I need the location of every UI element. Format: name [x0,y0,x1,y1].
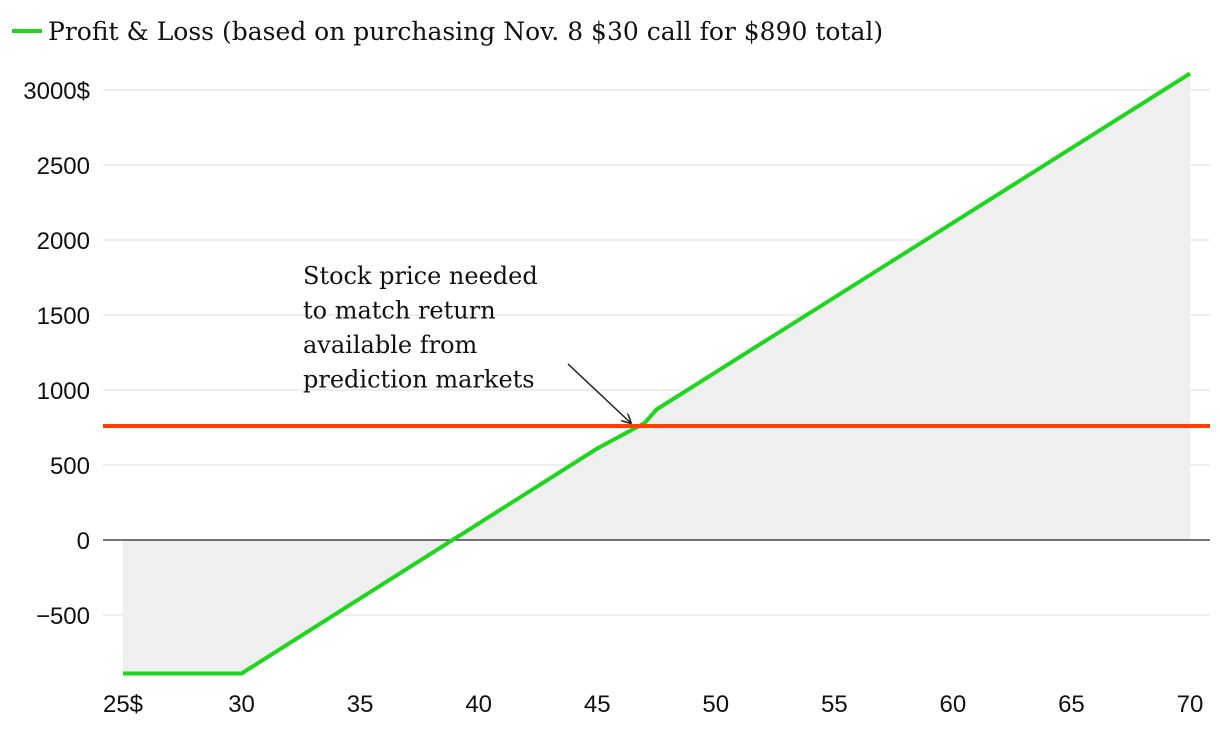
legend: Profit & Loss (based on purchasing Nov. … [12,17,883,46]
series [123,71,1192,676]
y-tick-label: 3000$ [23,78,90,105]
y-tick-label: −500 [36,603,90,630]
x-tick-label: 40 [465,691,492,718]
x-tick-label: 60 [940,691,967,718]
annotation-text: Stock price needed [303,262,538,290]
y-tick-label: 500 [50,453,90,480]
y-tick-label: 0 [77,528,90,555]
y-axis-ticks: 3000$ 2500 2000 1500 1000 500 0 −500 [23,78,90,630]
grid [103,89,1210,616]
x-tick-label: 55 [821,691,848,718]
x-tick-label: 50 [702,691,729,718]
annotations: Stock price needed to match return availab… [303,262,631,423]
y-tick-label: 1500 [37,303,90,330]
x-tick-label: 30 [228,691,255,718]
y-tick-label: 2500 [37,153,90,180]
annotation-text: prediction markets [303,366,535,394]
legend-label: Profit & Loss (based on purchasing Nov. … [48,17,883,46]
x-tick-label: 70 [1177,691,1204,718]
annotation-arrow [567,363,631,423]
x-tick-label: 25$ [103,691,143,718]
annotation-text: available from [303,331,478,359]
x-tick-label: 45 [584,691,611,718]
x-axis-ticks: 25$ 30 35 40 45 50 55 60 65 70 [103,691,1203,718]
y-tick-label: 2000 [37,228,90,255]
area-fill-shape [123,73,1190,674]
x-tick-label: 65 [1058,691,1085,718]
series-line [123,71,1192,676]
y-tick-label: 1000 [37,378,90,405]
annotation-text: to match return [303,297,496,325]
area-fill [123,73,1190,674]
x-tick-label: 35 [347,691,374,718]
